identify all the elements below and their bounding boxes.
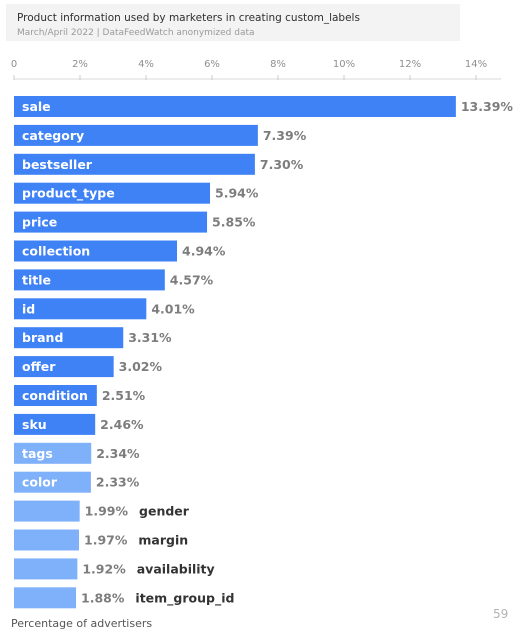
bar-value-label: 4.94% [182, 244, 226, 259]
bar-category-label: sku [22, 417, 47, 432]
x-tick-label: 14% [465, 59, 487, 70]
x-tick-label: 0 [11, 59, 17, 70]
bar-category-label: tags [22, 446, 53, 461]
bar-value-label: 4.57% [170, 272, 214, 287]
bar [14, 327, 124, 349]
bar [14, 385, 97, 406]
bar [14, 298, 147, 320]
bar [14, 124, 258, 146]
bar-value-label: 4.01% [151, 301, 195, 316]
chart-title: Product information used by marketers in… [17, 12, 360, 24]
x-axis-label: Percentage of advertisers [11, 617, 153, 630]
bar-category-label: id [22, 301, 35, 316]
bar-category-label: gender [139, 504, 190, 519]
bar-category-label: condition [22, 388, 88, 403]
bar-value-label: 3.31% [128, 330, 172, 345]
bar-category-label: bestseller [22, 157, 93, 172]
page-number: 59 [493, 607, 509, 621]
bar [14, 240, 178, 262]
bar-category-label: title [22, 272, 51, 287]
bar [14, 558, 78, 580]
x-tick-label: 10% [333, 59, 355, 70]
bar [14, 587, 77, 609]
bar-category-label: product_type [22, 186, 115, 202]
bar-value-label: 1.97% [84, 533, 128, 548]
bar [14, 153, 255, 175]
bar-value-label: 3.02% [119, 359, 163, 374]
x-tick-label: 6% [204, 59, 220, 70]
bar-category-label: category [22, 128, 84, 143]
bar [14, 413, 96, 435]
bar-category-label: margin [138, 533, 188, 548]
chart-subtitle: March/April 2022 | DataFeedWatch anonymi… [17, 28, 255, 38]
bar-category-label: collection [22, 244, 90, 259]
bar-value-label: 5.94% [215, 186, 259, 201]
bar-category-label: sale [22, 99, 51, 114]
x-tick-label: 12% [399, 59, 421, 70]
bar-value-label: 13.39% [461, 99, 514, 114]
bar-value-label: 2.46% [100, 417, 144, 432]
bar [14, 442, 92, 464]
bar [14, 211, 208, 233]
bar-value-label: 7.39% [263, 128, 307, 143]
x-tick-label: 8% [270, 59, 286, 70]
bar-category-label: availability [137, 561, 215, 576]
bar-category-label: brand [22, 330, 63, 345]
bar [14, 356, 114, 378]
x-tick-label: 2% [72, 59, 88, 70]
bar [14, 269, 165, 291]
bar-value-label: 5.85% [212, 215, 256, 230]
title-box: Product information used by marketers in… [6, 4, 460, 41]
x-tick-label: 4% [138, 59, 154, 70]
bar-category-label: item_group_id [135, 590, 234, 606]
bar [14, 471, 91, 493]
bar [14, 182, 211, 204]
bar [14, 500, 80, 522]
bar-category-label: color [22, 475, 58, 490]
bar-value-label: 2.33% [96, 475, 140, 490]
bar [14, 529, 80, 551]
bar-value-label: 1.99% [85, 504, 129, 519]
bar-value-label: 2.34% [96, 446, 140, 461]
bar-value-label: 2.51% [102, 388, 146, 403]
bar-value-label: 1.92% [82, 561, 126, 576]
bar-category-label: offer [22, 359, 56, 374]
bar-value-label: 1.88% [81, 590, 125, 605]
bar-value-label: 7.30% [260, 157, 304, 172]
bar [14, 96, 456, 117]
bar-category-label: price [22, 215, 57, 230]
